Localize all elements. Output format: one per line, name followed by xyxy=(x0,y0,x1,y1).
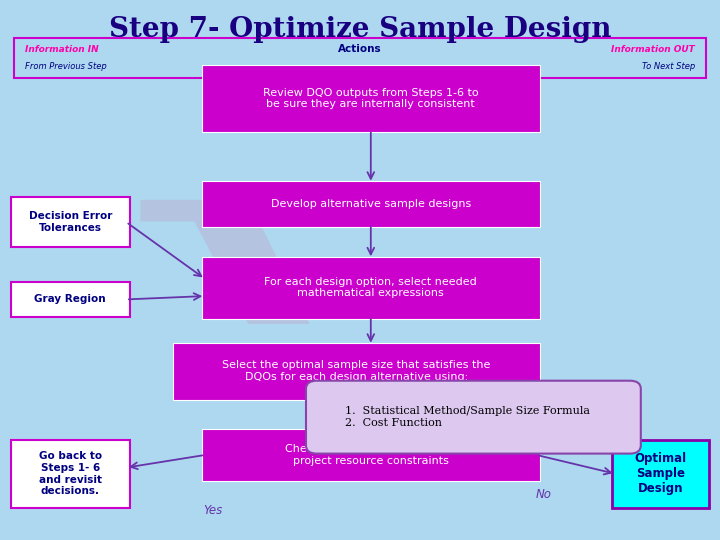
FancyBboxPatch shape xyxy=(202,65,540,132)
Text: Go back to
Steps 1- 6
and revisit
decisions.: Go back to Steps 1- 6 and revisit decisi… xyxy=(39,451,102,496)
Text: Information IN: Information IN xyxy=(25,45,99,53)
FancyBboxPatch shape xyxy=(202,256,540,319)
FancyBboxPatch shape xyxy=(173,343,540,400)
Text: From Previous Step: From Previous Step xyxy=(25,63,107,71)
FancyBboxPatch shape xyxy=(612,440,709,508)
Text: No: No xyxy=(536,488,552,501)
Text: Decision Error
Tolerances: Decision Error Tolerances xyxy=(29,211,112,233)
Text: To Next Step: To Next Step xyxy=(642,63,695,71)
FancyBboxPatch shape xyxy=(306,381,641,454)
Text: Actions: Actions xyxy=(338,44,382,54)
Polygon shape xyxy=(140,200,310,324)
Text: Check if                                    
project resource constraints: Check if project resource constraints xyxy=(285,444,456,465)
FancyBboxPatch shape xyxy=(11,197,130,247)
FancyBboxPatch shape xyxy=(11,282,130,317)
Text: 1.  Statistical Method/Sample Size Formula
2.  Cost Function: 1. Statistical Method/Sample Size Formul… xyxy=(345,406,590,428)
Text: Step 7- Optimize Sample Design: Step 7- Optimize Sample Design xyxy=(109,16,611,43)
Text: For each design option, select needed
mathematical expressions: For each design option, select needed ma… xyxy=(264,276,477,298)
FancyBboxPatch shape xyxy=(202,429,540,481)
Text: Review DQO outputs from Steps 1-6 to
be sure they are internally consistent: Review DQO outputs from Steps 1-6 to be … xyxy=(263,87,479,109)
Text: Gray Region: Gray Region xyxy=(35,294,106,305)
Text: Information OUT: Information OUT xyxy=(611,45,695,53)
Text: Select the optimal sample size that satisfies the
DQOs for each design alternati: Select the optimal sample size that sati… xyxy=(222,361,490,382)
Text: Develop alternative sample designs: Develop alternative sample designs xyxy=(271,199,471,209)
FancyBboxPatch shape xyxy=(11,440,130,508)
Text: Yes: Yes xyxy=(203,504,222,517)
Text: Optimal
Sample
Design: Optimal Sample Design xyxy=(634,453,687,495)
FancyBboxPatch shape xyxy=(202,181,540,227)
